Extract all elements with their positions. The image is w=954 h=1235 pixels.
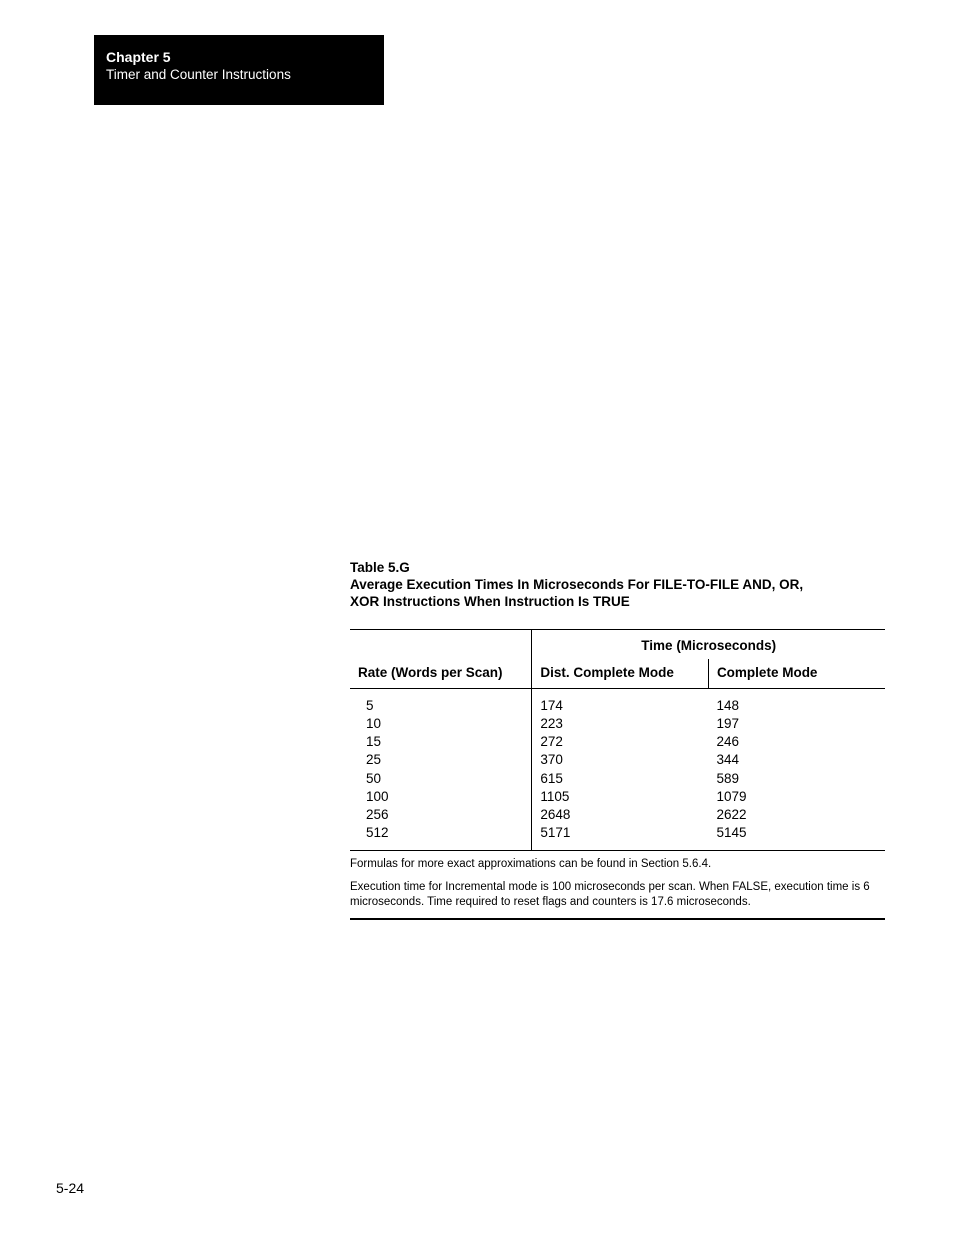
table-value: 148 <box>716 697 885 715</box>
table-title-line1: Average Execution Times In Microseconds … <box>350 577 803 592</box>
bottom-rule <box>350 918 885 920</box>
table-value: 2622 <box>716 806 885 824</box>
table-value: 1079 <box>716 788 885 806</box>
footnote-2: Execution time for Incremental mode is 1… <box>350 880 885 910</box>
table-value: 25 <box>366 751 531 769</box>
chapter-number: Chapter 5 <box>106 49 372 65</box>
table-value: 2648 <box>540 806 708 824</box>
table-value: 197 <box>716 715 885 733</box>
table-value: 223 <box>540 715 708 733</box>
rate-values: 510152550100256512 <box>350 688 532 851</box>
chapter-header: Chapter 5 Timer and Counter Instructions <box>94 35 384 105</box>
table-value: 1105 <box>540 788 708 806</box>
table-value: 589 <box>716 770 885 788</box>
table-label: Table 5.G <box>350 560 410 575</box>
table-value: 174 <box>540 697 708 715</box>
page-number: 5-24 <box>56 1180 84 1196</box>
table-value: 246 <box>716 733 885 751</box>
table-value: 615 <box>540 770 708 788</box>
comp-values: 148197246344589107926225145 <box>708 688 885 851</box>
table-value: 10 <box>366 715 531 733</box>
table-value: 5 <box>366 697 531 715</box>
table-value: 344 <box>716 751 885 769</box>
table-value: 100 <box>366 788 531 806</box>
table-value: 5145 <box>716 824 885 842</box>
table-value: 5171 <box>540 824 708 842</box>
col-header-rate: Rate (Words per Scan) <box>350 629 532 688</box>
footnote-1: Formulas for more exact approximations c… <box>350 857 885 872</box>
table-value: 370 <box>540 751 708 769</box>
execution-times-table: Rate (Words per Scan) Time (Microseconds… <box>350 629 885 852</box>
table-region: Table 5.G Average Execution Times In Mic… <box>350 560 885 920</box>
table-value: 50 <box>366 770 531 788</box>
col-header-time-span: Time (Microseconds) <box>532 629 885 659</box>
table-value: 15 <box>366 733 531 751</box>
table-value: 272 <box>540 733 708 751</box>
col-header-dist: Dist. Complete Mode <box>532 659 709 689</box>
table-caption: Table 5.G Average Execution Times In Mic… <box>350 560 885 611</box>
chapter-subtitle: Timer and Counter Instructions <box>106 67 372 82</box>
dist-values: 174223272370615110526485171 <box>532 688 709 851</box>
table-value: 512 <box>366 824 531 842</box>
col-header-comp: Complete Mode <box>708 659 885 689</box>
table-title-line2: XOR Instructions When Instruction Is TRU… <box>350 594 630 609</box>
table-value: 256 <box>366 806 531 824</box>
